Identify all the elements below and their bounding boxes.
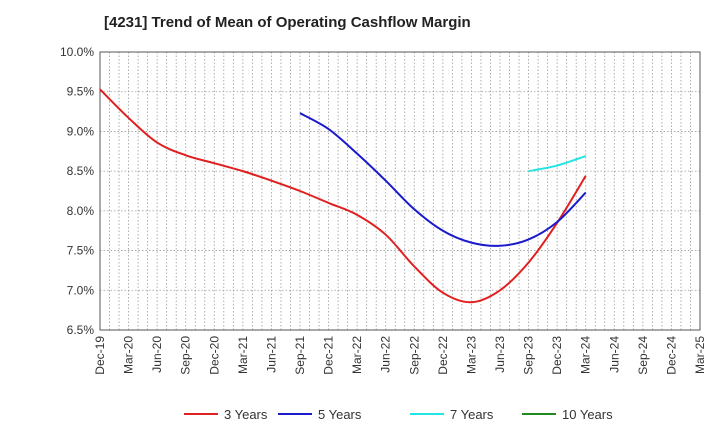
x-tick-label: Dec-22 <box>436 336 450 375</box>
y-tick-label: 9.0% <box>67 124 95 138</box>
x-tick-label: Dec-19 <box>93 336 107 375</box>
legend-label: 10 Years <box>562 407 613 422</box>
x-tick-label: Mar-23 <box>464 336 478 374</box>
x-tick-label: Sep-23 <box>522 336 536 375</box>
y-tick-label: 8.5% <box>67 164 95 178</box>
x-tick-label: Jun-21 <box>264 336 278 373</box>
x-tick-label: Sep-20 <box>179 336 193 375</box>
series-line-5-years <box>299 112 587 247</box>
y-tick-label: 10.0% <box>60 45 94 59</box>
x-tick-label: Jun-24 <box>607 336 621 373</box>
x-tick-label: Dec-21 <box>322 336 336 375</box>
x-tick-label: Sep-24 <box>636 336 650 375</box>
x-tick-label: Mar-20 <box>122 336 136 374</box>
y-tick-label: 9.5% <box>67 85 95 99</box>
y-tick-label: 6.5% <box>67 323 95 337</box>
y-tick-label: 8.0% <box>67 204 95 218</box>
x-tick-label: Mar-22 <box>350 336 364 374</box>
series-line-3-years <box>99 88 587 304</box>
plot-area-border <box>99 51 701 331</box>
series-line-7-years <box>528 155 587 173</box>
y-tick-label: 7.5% <box>67 244 95 258</box>
x-tick-label: Mar-25 <box>693 336 707 374</box>
x-tick-label: Jun-23 <box>493 336 507 373</box>
legend-label: 3 Years <box>224 407 268 422</box>
x-tick-label: Sep-22 <box>407 336 421 375</box>
x-tick-label: Dec-23 <box>550 336 564 375</box>
x-tick-label: Jun-22 <box>379 336 393 373</box>
y-tick-label: 7.0% <box>67 283 95 297</box>
chart-title: [4231] Trend of Mean of Operating Cashfl… <box>104 14 471 31</box>
legend-label: 5 Years <box>318 407 362 422</box>
x-tick-label: Dec-20 <box>207 336 221 375</box>
x-tick-label: Mar-21 <box>236 336 250 374</box>
x-tick-label: Mar-24 <box>579 336 593 374</box>
x-tick-label: Jun-20 <box>150 336 164 373</box>
x-tick-label: Dec-24 <box>664 336 678 375</box>
legend-label: 7 Years <box>450 407 494 422</box>
x-tick-label: Sep-21 <box>293 336 307 375</box>
